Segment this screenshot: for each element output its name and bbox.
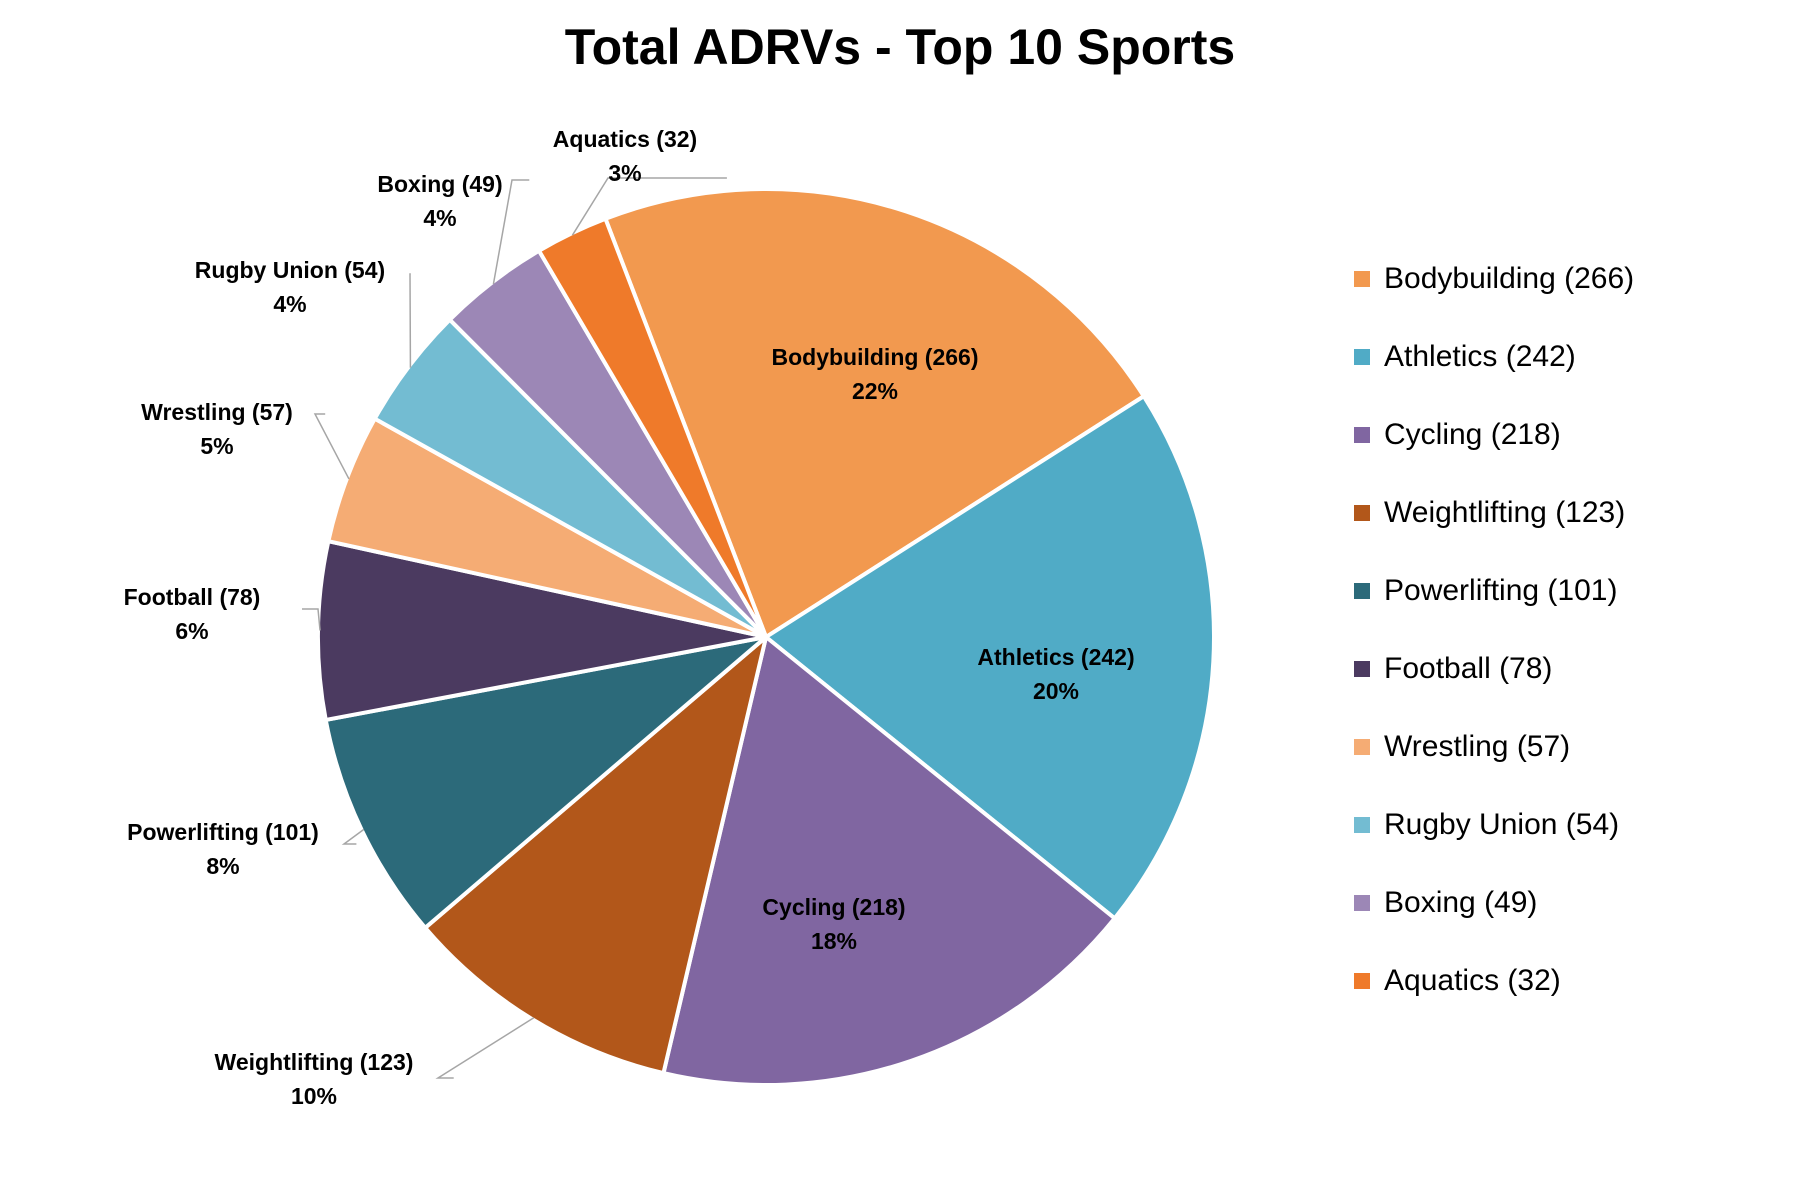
legend-swatch: [1354, 505, 1370, 521]
legend-item-athletics: Athletics (242): [1354, 318, 1634, 396]
leader-lines: [302, 177, 727, 1079]
slice-label-rugby-union: Rugby Union (54): [195, 257, 385, 283]
slice-percent-football: 6%: [175, 618, 208, 644]
slice-labels: Bodybuilding (266) 22% Athletics (242) 20% C…: [124, 126, 1135, 1109]
leader-line-weightlifting: [435, 1017, 535, 1079]
legend-item-weightlifting: Weightlifting (123): [1354, 474, 1634, 552]
legend-item-powerlifting: Powerlifting (101): [1354, 552, 1634, 630]
slice-percent-weightlifting: 10%: [291, 1083, 337, 1109]
chart-title: Total ADRVs - Top 10 Sports: [564, 19, 1236, 75]
legend-item-boxing: Boxing (49): [1354, 864, 1634, 942]
legend-item-wrestling: Wrestling (57): [1354, 708, 1634, 786]
legend-swatch: [1354, 973, 1370, 989]
legend-label: Powerlifting (101): [1384, 574, 1618, 607]
legend-item-rugby-union: Rugby Union (54): [1354, 786, 1634, 864]
legend-label: Football (78): [1384, 652, 1553, 685]
legend-label: Aquatics (32): [1384, 964, 1561, 997]
leader-line-boxing: [492, 179, 530, 285]
legend-swatch: [1354, 895, 1370, 911]
legend-label: Bodybuilding (266): [1384, 262, 1635, 295]
legend-label: Cycling (218): [1384, 418, 1561, 451]
slice-label-athletics: Athletics (242): [977, 644, 1134, 670]
slice-bodybuilding: [603, 187, 1146, 639]
legend-swatch: [1354, 427, 1370, 443]
slice-football: [316, 539, 768, 722]
slice-label-aquatics: Aquatics (32): [553, 126, 697, 152]
legend-item-bodybuilding: Bodybuilding (266): [1354, 240, 1634, 318]
legend-item-football: Football (78): [1354, 630, 1634, 708]
slice-athletics: [764, 394, 1216, 921]
legend-swatch: [1354, 583, 1370, 599]
slice-label-football: Football (78): [124, 584, 261, 610]
slice-percent-rugby-union: 4%: [273, 291, 306, 317]
slice-percent-powerlifting: 8%: [206, 853, 239, 879]
slice-label-weightlifting: Weightlifting (123): [215, 1049, 414, 1075]
legend: Bodybuilding (266) Athletics (242) Cycling…: [1354, 240, 1634, 1020]
legend-label: Athletics (242): [1384, 340, 1576, 373]
leader-line-rugby-union: [409, 273, 412, 368]
slice-percent-athletics: 20%: [1033, 678, 1079, 704]
legend-swatch: [1354, 271, 1370, 287]
leader-line-wrestling: [313, 413, 350, 480]
legend-label: Wrestling (57): [1384, 730, 1571, 763]
leader-line-powerlifting: [341, 828, 365, 845]
leader-line-aquatics: [571, 177, 727, 236]
slice-percent-boxing: 4%: [423, 205, 456, 231]
legend-swatch: [1354, 349, 1370, 365]
legend-label: Rugby Union (54): [1384, 808, 1620, 841]
slice-percent-bodybuilding: 22%: [852, 378, 898, 404]
legend-swatch: [1354, 739, 1370, 755]
leader-line-football: [302, 608, 321, 631]
slice-cycling: [661, 635, 1117, 1087]
slice-label-powerlifting: Powerlifting (101): [127, 819, 319, 845]
slice-label-boxing: Boxing (49): [377, 171, 502, 197]
slice-label-wrestling: Wrestling (57): [141, 399, 293, 425]
slice-label-bodybuilding: Bodybuilding (266): [772, 344, 979, 370]
legend-item-aquatics: Aquatics (32): [1354, 942, 1634, 1020]
legend-item-cycling: Cycling (218): [1354, 396, 1634, 474]
slice-percent-cycling: 18%: [811, 928, 857, 954]
slice-weightlifting: [423, 635, 768, 1076]
slice-label-cycling: Cycling (218): [762, 894, 905, 920]
slice-aquatics: [537, 216, 768, 639]
legend-swatch: [1354, 817, 1370, 833]
legend-label: Weightlifting (123): [1384, 496, 1626, 529]
slice-percent-aquatics: 3%: [608, 160, 641, 186]
slice-percent-wrestling: 5%: [200, 433, 233, 459]
legend-label: Boxing (49): [1384, 886, 1538, 919]
legend-swatch: [1354, 661, 1370, 677]
pie-slices: [316, 187, 1216, 1087]
